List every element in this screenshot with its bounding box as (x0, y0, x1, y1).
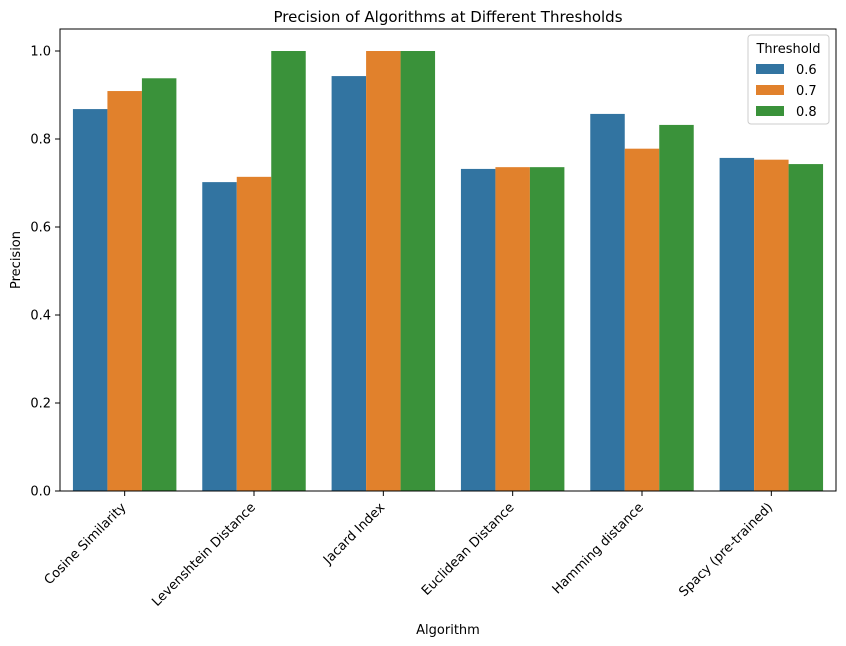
legend-label: 0.6 (796, 63, 817, 78)
x-tick-label: Spacy (pre-trained) (676, 500, 776, 600)
y-tick-label: 0.2 (30, 397, 51, 412)
bar-0.8-5 (788, 164, 824, 491)
legend-swatch (756, 85, 784, 95)
bar-0.7-3 (495, 167, 530, 491)
y-tick-label: 1.0 (30, 45, 51, 60)
bar-0.7-4 (624, 148, 660, 491)
legend-label: 0.8 (796, 105, 817, 120)
x-tick-label: Levenshtein Distance (149, 500, 259, 610)
bar-0.6-3 (460, 168, 496, 492)
legend-label: 0.7 (796, 84, 817, 99)
bar-0.7-0 (107, 91, 142, 491)
bar-0.6-1 (202, 182, 237, 491)
bar-0.7-5 (754, 159, 789, 491)
bar-0.6-4 (590, 113, 625, 492)
legend-swatch (756, 106, 784, 116)
y-tick-label: 0.8 (30, 133, 51, 148)
legend-box (747, 34, 830, 125)
y-tick-label: 0.4 (30, 309, 51, 324)
x-tick-label: Euclidean Distance (419, 500, 517, 598)
y-axis-label: Precision (9, 231, 24, 289)
legend-title: Threshold (755, 42, 820, 57)
bars-group (72, 51, 824, 492)
x-tick-label: Jacard Index (320, 500, 388, 568)
y-tick-label: 0.0 (30, 485, 51, 500)
legend-swatch (756, 64, 784, 74)
y-axis: 0.0 0.2 0.4 0.6 0.8 1.0 (30, 45, 60, 500)
bar-0.8-2 (400, 51, 436, 491)
bar-0.8-3 (529, 167, 565, 491)
x-axis-label: Algorithm (416, 623, 480, 638)
bar-0.7-2 (366, 51, 401, 491)
y-tick-label: 0.6 (30, 221, 51, 236)
x-tick-label: Hamming distance (550, 500, 647, 597)
bar-0.8-1 (271, 51, 306, 491)
bar-0.6-0 (72, 109, 108, 491)
legend: Threshold 0.6 0.7 0.8 (747, 34, 830, 125)
plot-frame (59, 28, 837, 492)
bar-0.8-4 (659, 124, 694, 492)
chart-title: Precision of Algorithms at Different Thr… (273, 8, 622, 26)
bar-0.8-0 (141, 78, 177, 491)
x-tick-label: Cosine Similarity (42, 500, 130, 588)
bar-0.6-2 (331, 76, 367, 491)
bar-0.6-5 (719, 157, 755, 492)
x-axis: Cosine Similarity Levenshtein Distance Jac… (42, 491, 776, 610)
bar-0.7-1 (236, 176, 272, 491)
